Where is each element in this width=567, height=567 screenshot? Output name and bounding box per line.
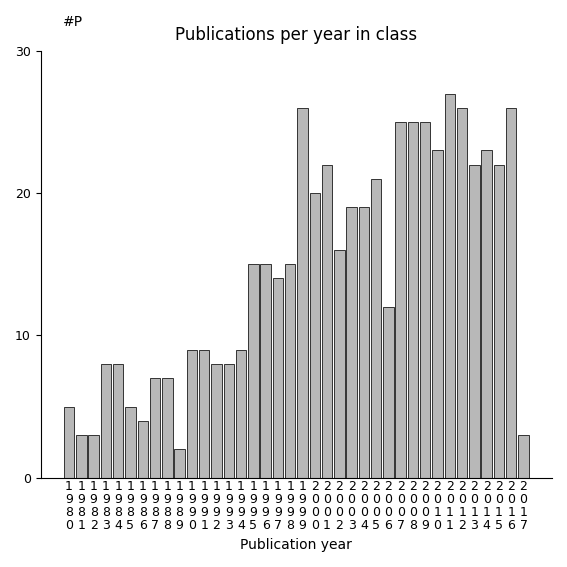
Bar [322,164,332,477]
Bar [199,350,209,477]
Bar [518,435,529,477]
Bar [101,364,111,477]
Bar [432,150,443,477]
Bar [113,364,124,477]
Title: Publications per year in class: Publications per year in class [175,26,417,44]
Bar [162,378,172,477]
Bar [334,250,345,477]
Bar [223,364,234,477]
Bar [481,150,492,477]
X-axis label: Publication year: Publication year [240,538,352,552]
Bar [150,378,160,477]
Bar [310,193,320,477]
Bar [187,350,197,477]
Bar [273,278,283,477]
Bar [211,364,222,477]
Bar [297,108,308,477]
Bar [285,264,295,477]
Bar [469,164,480,477]
Bar [494,164,504,477]
Bar [88,435,99,477]
Bar [396,122,406,477]
Bar [125,407,136,477]
Text: #P: #P [63,15,83,29]
Bar [506,108,517,477]
Bar [445,94,455,477]
Bar [248,264,259,477]
Bar [359,208,369,477]
Bar [64,407,74,477]
Bar [175,449,185,477]
Bar [346,208,357,477]
Bar [76,435,87,477]
Bar [420,122,430,477]
Bar [457,108,467,477]
Bar [236,350,246,477]
Bar [260,264,271,477]
Bar [383,307,393,477]
Bar [371,179,382,477]
Bar [408,122,418,477]
Bar [138,421,148,477]
